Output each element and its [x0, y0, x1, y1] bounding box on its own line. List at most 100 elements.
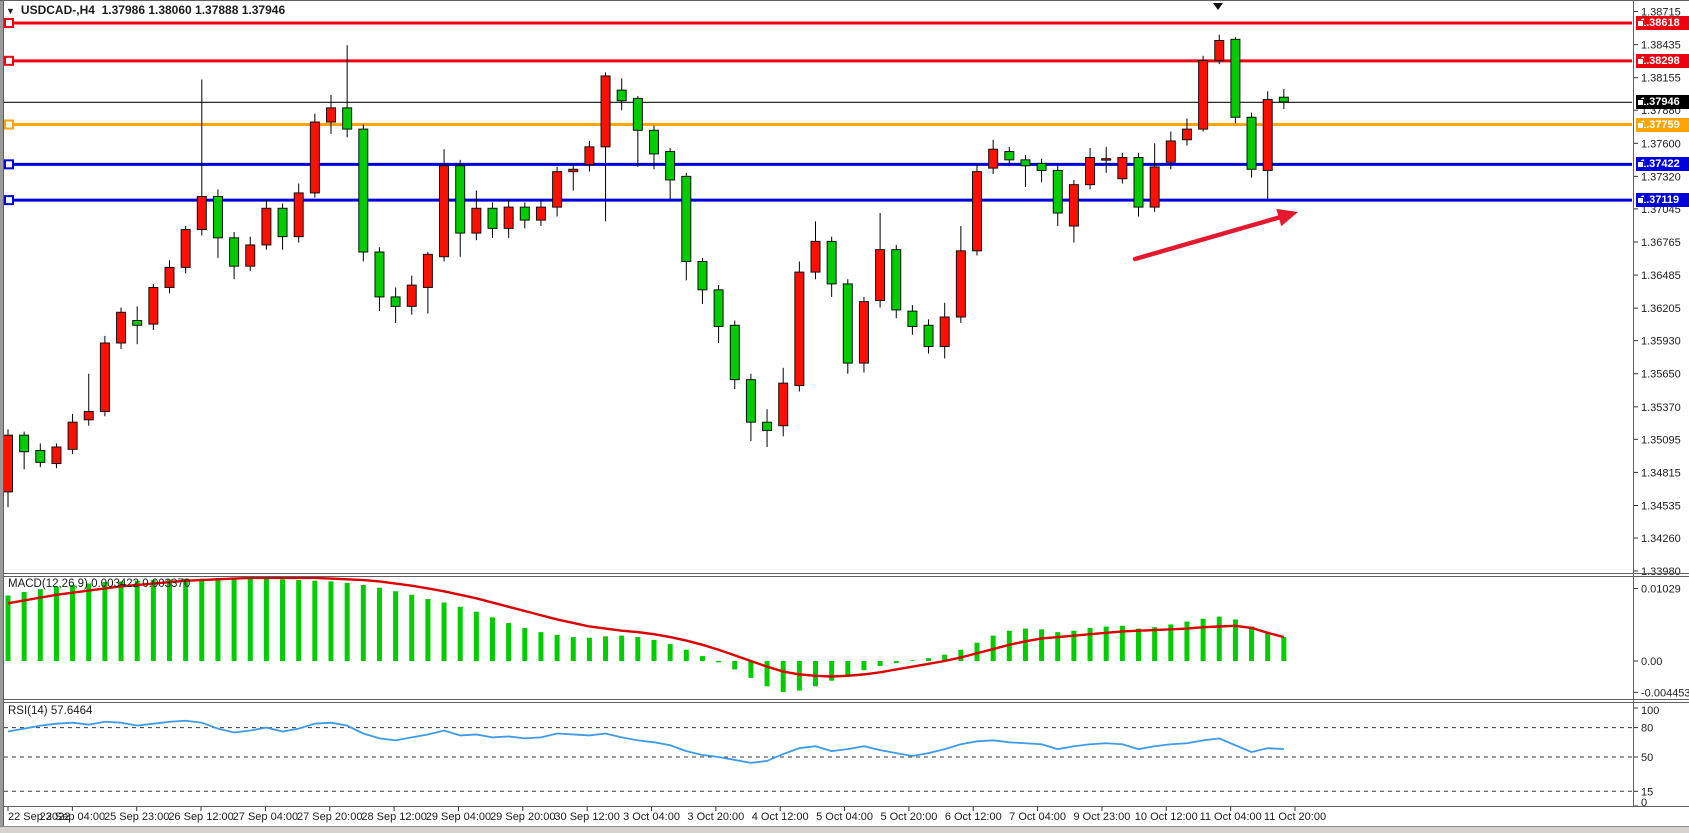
candle-body[interactable]	[858, 301, 869, 364]
candle-body[interactable]	[1262, 99, 1273, 171]
candle-body[interactable]	[1117, 156, 1128, 180]
candle-body[interactable]	[600, 75, 611, 148]
price-macd-separator[interactable]	[4, 573, 1689, 574]
candle-body[interactable]	[955, 250, 966, 318]
candle-body[interactable]	[632, 97, 643, 131]
candle-body[interactable]	[1085, 156, 1096, 186]
candle-body[interactable]	[1133, 156, 1144, 208]
support-price-box[interactable]: 1.37119	[1636, 193, 1689, 208]
candle-body[interactable]	[196, 195, 207, 231]
resistance-line-handle[interactable]	[4, 18, 14, 28]
candle-body[interactable]	[649, 129, 659, 155]
candle-body[interactable]	[1101, 158, 1112, 161]
pivot-price-box-handle[interactable]	[1637, 121, 1644, 129]
candle-body[interactable]	[471, 207, 482, 234]
candle-body[interactable]	[116, 311, 127, 344]
candle-body[interactable]	[1165, 140, 1176, 163]
candle-body[interactable]	[19, 434, 30, 453]
candle-body[interactable]	[568, 168, 579, 173]
candle-body[interactable]	[665, 151, 676, 181]
candle-body[interactable]	[3, 434, 13, 493]
resistance-price-box-handle[interactable]	[1637, 20, 1644, 27]
candle-body[interactable]	[891, 249, 902, 311]
candle-body[interactable]	[552, 171, 563, 208]
candle-body[interactable]	[487, 207, 498, 229]
resistance-line-handle[interactable]	[4, 55, 14, 66]
candle-body[interactable]	[99, 342, 110, 413]
candle-body[interactable]	[988, 148, 999, 169]
candle-body[interactable]	[51, 446, 62, 465]
candle-body[interactable]	[972, 171, 982, 252]
support-price-box[interactable]: 1.37422	[1636, 157, 1689, 172]
candle-body[interactable]	[1149, 166, 1160, 208]
candle-body[interactable]	[326, 107, 336, 123]
support-line-handle[interactable]	[4, 159, 14, 170]
pivot-price-box[interactable]: 1.37759	[1636, 117, 1689, 132]
candle-body[interactable]	[374, 251, 385, 298]
candle-body[interactable]	[681, 175, 692, 262]
candle-body[interactable]	[1198, 60, 1209, 130]
support-price-box-handle[interactable]	[1637, 197, 1644, 205]
candle-body[interactable]	[697, 260, 708, 291]
candle-body[interactable]	[939, 316, 950, 348]
candle-body[interactable]	[907, 310, 918, 327]
candle-body[interactable]	[616, 89, 627, 102]
candle-body[interactable]	[406, 284, 417, 307]
candle-body[interactable]	[842, 283, 853, 364]
current-price-box-handle[interactable]	[1637, 99, 1644, 107]
resistance-price-box[interactable]: 1.38298	[1636, 53, 1689, 68]
candle-body[interactable]	[358, 128, 369, 253]
candle-body[interactable]	[1036, 162, 1047, 171]
candle-body[interactable]	[455, 165, 466, 234]
candle-body[interactable]	[1214, 39, 1225, 62]
support-price-box-handle[interactable]	[1637, 161, 1644, 169]
candle-body[interactable]	[261, 207, 272, 246]
candle-body[interactable]	[923, 324, 934, 348]
candle-body[interactable]	[35, 450, 46, 463]
candle-body[interactable]	[1278, 96, 1289, 103]
support-line-handle[interactable]	[4, 195, 14, 206]
candle-body[interactable]	[1068, 184, 1079, 227]
candle-body[interactable]	[713, 289, 724, 327]
candle-body[interactable]	[1246, 116, 1257, 170]
candle-body[interactable]	[439, 165, 450, 258]
candle-body[interactable]	[584, 146, 595, 166]
candle-body[interactable]	[535, 206, 546, 221]
candle-body[interactable]	[309, 121, 320, 194]
candle-body[interactable]	[293, 192, 304, 238]
candle-body[interactable]	[132, 320, 143, 326]
candle-body[interactable]	[277, 207, 288, 238]
candle-body[interactable]	[810, 240, 821, 273]
candle-body[interactable]	[1052, 169, 1063, 214]
candle-body[interactable]	[1181, 128, 1192, 141]
candle-body[interactable]	[519, 206, 530, 221]
candle-body[interactable]	[729, 324, 740, 381]
candle-body[interactable]	[229, 237, 240, 267]
candle-body[interactable]	[875, 249, 886, 301]
candle-body[interactable]	[212, 195, 223, 239]
candle-body[interactable]	[342, 107, 353, 130]
candle-body[interactable]	[245, 244, 256, 267]
trend-arrow-shaft[interactable]	[1132, 215, 1282, 262]
candle-body[interactable]	[794, 271, 805, 387]
macd-rsi-separator[interactable]	[4, 699, 1689, 700]
candle-body[interactable]	[1004, 151, 1015, 161]
candle-body[interactable]	[180, 229, 191, 268]
candle-body[interactable]	[1020, 159, 1031, 167]
candle-body[interactable]	[745, 379, 756, 423]
candle-body[interactable]	[164, 266, 175, 288]
candle-body[interactable]	[826, 240, 837, 285]
pivot-line-handle[interactable]	[4, 119, 14, 130]
current-price-box[interactable]: 1.37946	[1636, 95, 1689, 110]
resistance-price-box-handle[interactable]	[1637, 57, 1644, 65]
candle-body[interactable]	[390, 296, 401, 307]
resistance-price-box[interactable]: 1.38618	[1636, 16, 1689, 30]
candle-body[interactable]	[778, 382, 789, 427]
candle-body[interactable]	[762, 421, 773, 431]
candle-body[interactable]	[67, 421, 78, 450]
candle-body[interactable]	[83, 411, 94, 421]
title-dropdown-icon[interactable]: ▼	[6, 6, 15, 16]
candle-body[interactable]	[422, 253, 433, 288]
candle-body[interactable]	[503, 206, 514, 229]
